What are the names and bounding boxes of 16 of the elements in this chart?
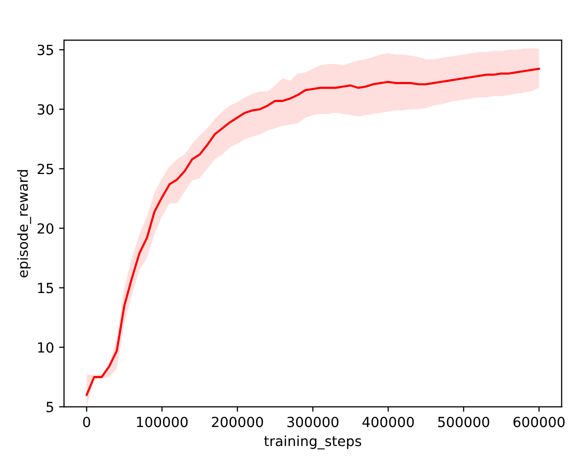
y-tick-label: 15 <box>38 282 54 294</box>
x-tick-label: 200000 <box>212 416 264 428</box>
y-tick-label: 10 <box>38 342 54 353</box>
x-tick-label: 100000 <box>137 416 188 428</box>
y-tick-label: 35 <box>38 44 54 56</box>
x-tick-label: 500000 <box>438 416 490 428</box>
x-axis-title: training_steps <box>264 436 362 450</box>
x-tick-label: 0 <box>83 416 90 428</box>
y-tick-label: 30 <box>38 104 54 115</box>
y-axis-title: episode_reward <box>17 170 32 278</box>
x-tick-label: 300000 <box>287 416 338 428</box>
y-tick-label: 5 <box>46 402 54 412</box>
y-tick-label: 25 <box>38 164 54 174</box>
y-tick-label: 20 <box>38 223 54 234</box>
x-tick-label: 600000 <box>513 416 565 428</box>
x-tick-label: 400000 <box>362 416 414 428</box>
